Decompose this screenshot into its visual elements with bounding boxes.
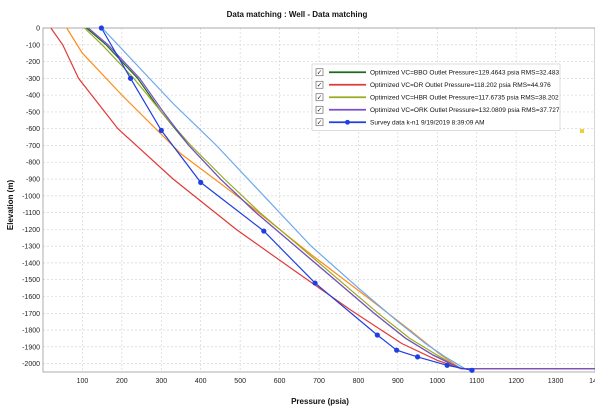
survey-data-point — [469, 367, 475, 373]
y-tick-label: -1900 — [22, 344, 40, 351]
series-line-3 — [87, 27, 595, 370]
x-tick-label: 500 — [234, 378, 246, 385]
x-tick-label: 600 — [274, 378, 286, 385]
survey-data-point — [444, 362, 450, 368]
plot-area-frame — [42, 27, 595, 373]
y-tick-label: -1600 — [22, 294, 40, 301]
y-tick-label: -1000 — [22, 193, 40, 200]
y-tick-label: -500 — [26, 109, 40, 116]
y-tick-label: -1200 — [22, 227, 40, 234]
y-tick-label: -1100 — [23, 210, 40, 217]
reference-line — [66, 27, 595, 370]
legend-label: Optimized VC=BBO Outlet Pressure=129.464… — [370, 70, 560, 77]
y-tick-label: -300 — [26, 76, 40, 83]
x-axis-title: Pressure (psia) — [291, 397, 349, 406]
series-line-1 — [50, 27, 595, 370]
legend-checkbox[interactable] — [315, 68, 324, 77]
legend-label: Optimized VC=DR Outlet Pressure=118.202 … — [370, 82, 551, 89]
survey-data-point — [98, 25, 104, 31]
checkmark-icon: ✓ — [317, 120, 322, 127]
x-tick-label: 1000 — [429, 378, 445, 385]
legend-checkbox[interactable] — [315, 80, 324, 89]
y-tick-label: 0 — [36, 26, 40, 33]
x-tick-label: 1300 — [548, 378, 564, 385]
x-tick-label: 900 — [392, 378, 404, 385]
legend-label: Survey data k-n1 9/19/2019 8:39:09 AM — [370, 120, 485, 127]
x-tick-label: 100 — [77, 378, 89, 385]
y-tick-label: -900 — [26, 177, 40, 184]
legend: ✓ Optimized VC=BBO Outlet Pressure=129.46… — [311, 63, 561, 131]
survey-data-point — [394, 347, 400, 353]
y-tick-label: -600 — [26, 126, 40, 133]
legend-checkbox[interactable] — [315, 118, 324, 127]
handle-marker — [580, 129, 584, 133]
y-tick-label: -1700 — [22, 311, 40, 318]
x-tick-label: 400 — [195, 378, 207, 385]
chart-title: Data matching : Well - Data matching — [227, 10, 368, 19]
y-tick-label: -700 — [26, 143, 40, 150]
x-tick-label: 140 — [589, 378, 595, 385]
series-line-2 — [83, 27, 595, 370]
y-tick-label: -1400 — [22, 260, 40, 267]
series-layer — [50, 25, 595, 373]
legend-checkbox[interactable] — [315, 105, 324, 114]
x-tick-label: 1100 — [469, 378, 484, 385]
survey-data-point — [312, 280, 318, 286]
y-tick-label: -1300 — [22, 244, 40, 251]
y-axis-title: Elevation (m) — [6, 180, 15, 231]
reference-line — [101, 27, 595, 370]
legend-label: Optimized VC=ORK Outlet Pressure=132.080… — [370, 107, 560, 114]
legend-marker — [345, 119, 350, 125]
x-tick-label: 800 — [353, 378, 365, 385]
x-tick-label: 200 — [116, 378, 128, 385]
checkmark-icon: ✓ — [317, 107, 322, 114]
checkmark-icon: ✓ — [317, 82, 322, 89]
y-tick-label: -400 — [26, 93, 40, 100]
x-tick-label: 1200 — [508, 378, 524, 385]
y-tick-label: -1800 — [22, 328, 40, 335]
survey-data-point — [198, 179, 204, 185]
y-tick-label: -100 — [26, 42, 40, 49]
x-tick-label: 700 — [313, 378, 325, 385]
survey-data-point — [261, 228, 267, 234]
x-tick-label: 300 — [155, 378, 167, 385]
survey-data-point — [374, 332, 380, 338]
checkmark-icon: ✓ — [317, 95, 322, 102]
legend-checkbox[interactable] — [315, 93, 324, 102]
survey-data-point — [158, 127, 164, 133]
survey-data-point — [127, 75, 134, 81]
legend-label: Optimized VC=HBR Outlet Pressure=117.673… — [370, 95, 559, 102]
y-tick-label: -800 — [26, 160, 40, 167]
y-tick-label: -200 — [26, 59, 40, 66]
checkmark-icon: ✓ — [317, 70, 322, 77]
survey-data-point — [414, 354, 421, 360]
axis-layer: 100 200 300 400 500 600 700 800 900 1000 1100 1200 1… — [22, 26, 595, 386]
y-tick-label: -1500 — [22, 277, 40, 284]
y-tick-label: -2000 — [22, 361, 40, 368]
